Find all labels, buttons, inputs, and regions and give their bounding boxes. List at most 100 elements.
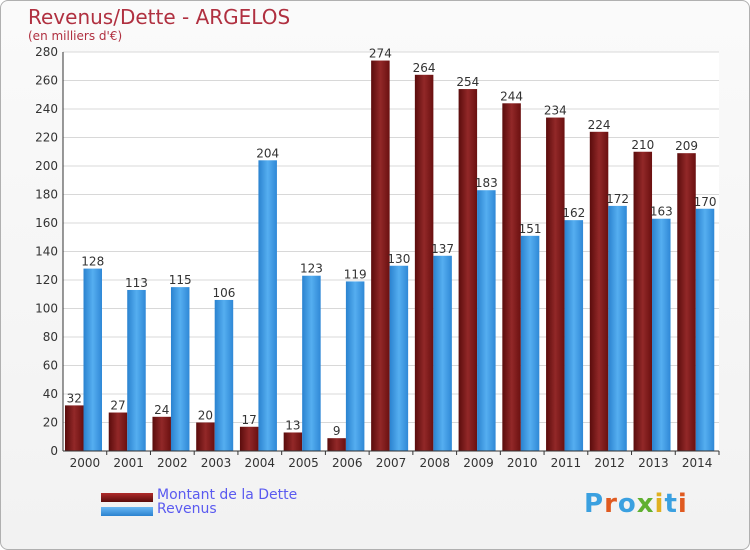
x-tick-label: 2008: [419, 456, 450, 470]
y-tick-label: 100: [35, 302, 58, 316]
bar-revenus: [695, 208, 715, 451]
y-tick-label: 220: [35, 131, 58, 145]
x-tick-label: 2006: [332, 456, 363, 470]
x-tick-label: 2000: [70, 456, 101, 470]
data-label-revenus: 163: [650, 205, 673, 219]
data-label-dette: 24: [154, 403, 169, 417]
bar-revenus: [564, 220, 584, 451]
y-tick-label: 280: [35, 45, 58, 59]
bar-dette: [677, 153, 696, 452]
legend-swatch-dette: [101, 493, 153, 502]
bar-revenus: [170, 287, 190, 451]
y-tick-label: 0: [50, 444, 58, 458]
proxiti-logo: Proxiti: [584, 489, 688, 519]
x-tick-label: 2012: [594, 456, 625, 470]
legend-label-revenus: Revenus: [157, 501, 217, 517]
y-tick-label: 120: [35, 273, 58, 287]
data-label-revenus: 204: [256, 146, 279, 160]
data-label-dette: 254: [456, 75, 479, 89]
y-tick-labels: 0 20 40 60 80 100 120 140 160 180 200 220 240 260 280: [35, 45, 58, 458]
data-label-revenus: 172: [606, 192, 629, 206]
bar-dette: [371, 60, 390, 452]
bar-dette: [108, 412, 128, 451]
data-label-dette: 9: [333, 424, 341, 438]
bar-dette: [414, 74, 434, 452]
data-label-dette: 264: [413, 61, 436, 75]
logo-letter: i: [677, 489, 688, 519]
bar-revenus: [214, 299, 234, 451]
legend-swatch-revenus: [101, 507, 153, 516]
data-label-dette: 224: [588, 118, 611, 132]
x-tick-label: 2004: [245, 456, 276, 470]
data-label-revenus: 119: [344, 267, 367, 281]
data-label-revenus: 130: [387, 252, 410, 266]
bar-dette: [196, 422, 215, 451]
bars: [65, 60, 715, 452]
bar-dette: [239, 426, 259, 451]
x-tick-label: 2003: [201, 456, 232, 470]
data-label-revenus: 113: [125, 276, 148, 290]
y-tick-label: 180: [35, 188, 58, 202]
y-tick-label: 60: [43, 359, 58, 373]
data-label-revenus: 106: [212, 286, 235, 300]
x-tick-label: 2013: [638, 456, 669, 470]
x-tick-label: 2002: [157, 456, 188, 470]
logo-letter: r: [604, 489, 618, 519]
y-tick-label: 80: [43, 330, 58, 344]
data-label-revenus: 123: [300, 262, 323, 276]
data-label-revenus: 137: [431, 242, 454, 256]
data-label-dette: 210: [631, 138, 654, 152]
logo-letter: o: [617, 489, 637, 519]
bar-dette: [633, 151, 653, 451]
chart-title: Revenus/Dette - ARGELOS: [28, 5, 291, 29]
logo-letter: P: [584, 489, 605, 519]
bar-dette: [502, 103, 521, 452]
bar-revenus: [302, 275, 321, 451]
data-labels: 32 128 27 113 24 115 20 106 17 204 13 123 9 119 274 130…: [67, 47, 717, 439]
data-label-dette: 17: [242, 413, 257, 427]
bar-dette: [65, 405, 84, 451]
data-label-revenus: 128: [81, 255, 104, 269]
data-label-dette: 27: [110, 399, 125, 413]
y-tick-label: 20: [43, 416, 58, 430]
bar-revenus: [127, 289, 146, 451]
bar-dette: [589, 131, 609, 452]
bar-revenus: [433, 255, 452, 451]
data-label-dette: 234: [544, 104, 567, 118]
bar-revenus: [83, 268, 102, 451]
x-tick-label: 2009: [463, 456, 494, 470]
logo-letter: t: [664, 489, 678, 519]
x-tick-label: 2011: [551, 456, 582, 470]
data-label-dette: 13: [285, 418, 300, 432]
x-tick-labels: 2000 2001 2002 2003 2004 2005 2006 2007 2008 2009…: [70, 456, 713, 470]
data-label-dette: 32: [67, 391, 82, 405]
bar-revenus: [652, 218, 671, 451]
y-tick-label: 160: [35, 216, 58, 230]
data-label-dette: 274: [369, 47, 392, 61]
bar-revenus: [345, 281, 365, 451]
data-label-revenus: 151: [519, 222, 542, 236]
x-tick-label: 2005: [288, 456, 319, 470]
y-tick-label: 200: [35, 159, 58, 173]
bar-dette: [458, 89, 478, 452]
bar-dette: [546, 117, 565, 452]
data-label-revenus: 162: [562, 206, 585, 220]
bar-revenus: [520, 235, 540, 451]
bar-dette: [283, 432, 303, 451]
bar-dette: [152, 416, 171, 451]
data-label-dette: 209: [675, 139, 698, 153]
x-tick-label: 2001: [113, 456, 144, 470]
y-tick-label: 40: [43, 387, 58, 401]
logo-letter: x: [636, 489, 655, 519]
data-label-dette: 20: [198, 409, 213, 423]
data-label-revenus: 170: [694, 195, 717, 209]
y-tick-label: 140: [35, 245, 58, 259]
data-label-dette: 244: [500, 89, 523, 103]
x-tick-label: 2014: [682, 456, 713, 470]
data-label-revenus: 115: [169, 273, 192, 287]
x-tick-label: 2007: [376, 456, 407, 470]
bar-revenus: [258, 160, 277, 452]
axes: [62, 52, 720, 455]
